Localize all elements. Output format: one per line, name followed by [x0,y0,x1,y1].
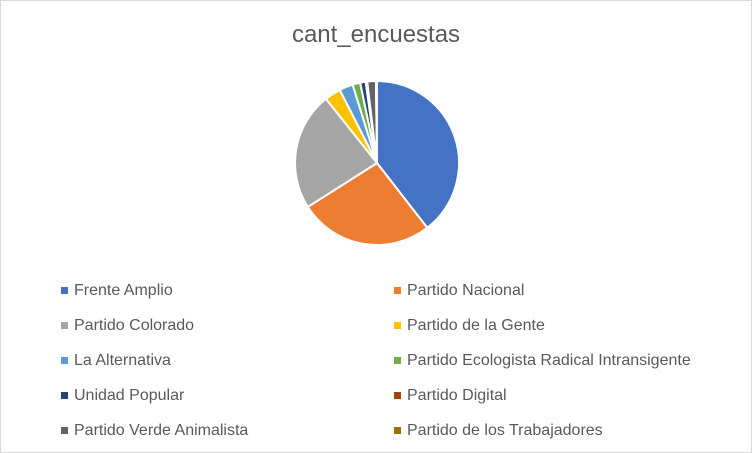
legend-swatch [394,427,401,434]
legend-label: Partido Verde Animalista [74,421,249,439]
legend-swatch [61,427,68,434]
legend-swatch [61,392,68,399]
legend-swatch [394,322,401,329]
legend-swatch [61,357,68,364]
legend-item: Partido Colorado [61,308,394,343]
pie-slice-frente-amplio [376,79,460,230]
legend-item: Partido Digital [394,378,721,413]
legend-swatch [61,322,68,329]
legend-label: Partido de la Gente [407,316,545,334]
chart-legend: Frente Amplio Partido Nacional Partido Col… [61,273,721,448]
legend-item: Partido Nacional [394,273,721,308]
legend-swatch [394,287,401,294]
legend-item: Partido Verde Animalista [61,413,394,448]
legend-item: Partido Ecologista Radical Intransigente [394,343,721,378]
legend-item: Partido de la Gente [394,308,721,343]
legend-label: Partido Colorado [74,316,195,334]
legend-item: La Alternativa [61,343,394,378]
legend-swatch [394,392,401,399]
legend-label: Frente Amplio [74,281,173,299]
pie-slice-partido-de-los-trabajadores [374,79,378,164]
legend-label: La Alternativa [74,351,171,369]
legend-item: Frente Amplio [61,273,394,308]
legend-label: Partido Nacional [407,281,525,299]
legend-item: Partido de los Trabajadores [394,413,721,448]
legend-label: Partido Ecologista Radical Intransigente [407,351,691,369]
legend-label: Partido Digital [407,386,507,404]
pie-slice-partido-colorado [294,97,379,209]
legend-item: Unidad Popular [61,378,394,413]
pie-slice-partido-nacional [306,161,429,246]
legend-label: Partido de los Trabajadores [407,421,603,439]
chart-title: cant_encuestas [291,21,461,48]
legend-swatch [394,357,401,364]
legend-swatch [61,287,68,294]
legend-label: Unidad Popular [74,386,185,404]
